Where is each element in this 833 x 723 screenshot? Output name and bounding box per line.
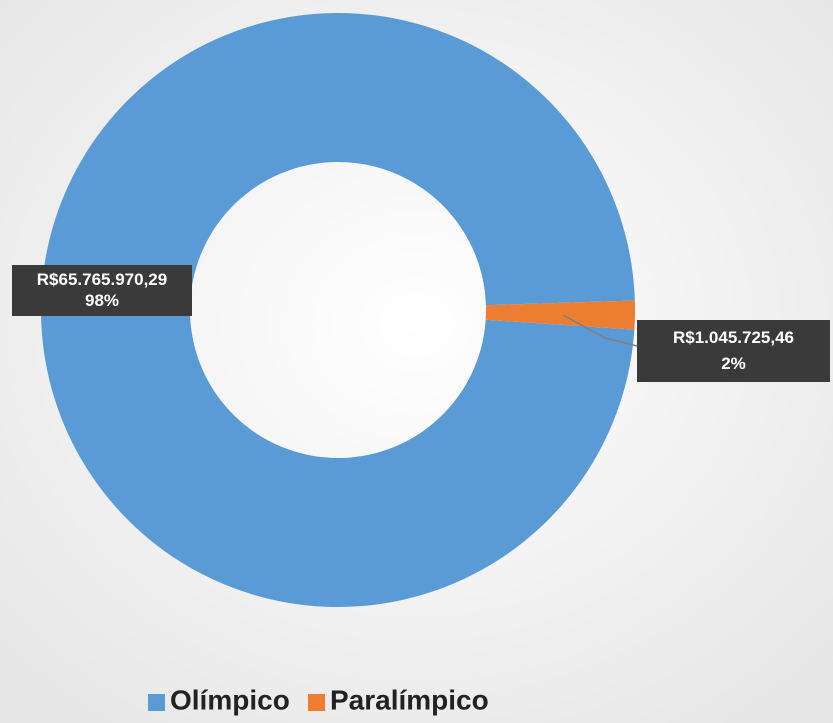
leader-line [604,337,638,347]
data-label-percent: 98% [85,291,119,310]
legend-label: Olímpico [170,684,290,715]
data-label-percent: 2% [721,354,746,373]
donut-slice [485,300,636,330]
legend-swatch [308,694,325,711]
data-label-box [12,265,192,316]
legend-label: Paralímpico [330,684,489,715]
legend-swatch [148,694,165,711]
data-label-box [637,320,830,382]
data-label-value: R$1.045.725,46 [673,328,794,347]
donut-slice [41,12,635,607]
leader-line [562,314,606,339]
data-label-value: R$65.765.970,29 [37,270,167,289]
